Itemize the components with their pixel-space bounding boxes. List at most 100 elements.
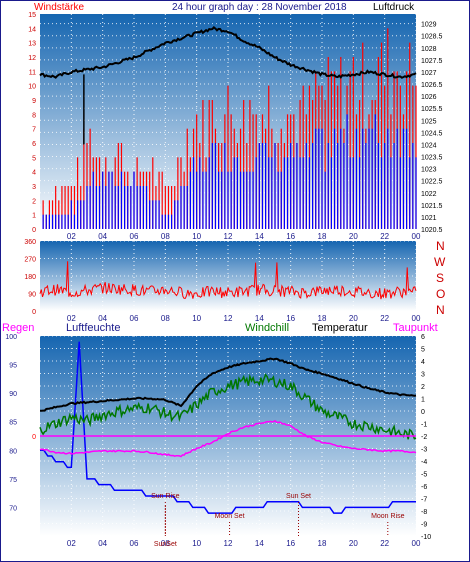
y-tick-label-pressure: 1028: [421, 46, 437, 53]
x-tick-label: 02: [67, 232, 76, 241]
direction-letter-n-bottom: N: [436, 303, 445, 317]
x-tick-label: 12: [224, 232, 233, 241]
y-tick-label-wind: 0: [32, 227, 36, 234]
annotation-label: Sun Set: [286, 493, 311, 500]
windstaerke-label: Windstärke: [34, 2, 84, 13]
y-tick-label-pressure: 1022.5: [421, 179, 443, 186]
y-tick-label-temperature: -1: [421, 422, 427, 429]
y-tick-label-pressure: 1026: [421, 94, 437, 101]
x-tick-label: 00: [412, 232, 421, 241]
y-tick-label-pressure: 1021: [421, 215, 437, 222]
direction-line: [39, 261, 417, 300]
x-tick-label: 06: [130, 232, 139, 241]
y-tick-label-humidity: 80: [9, 448, 17, 455]
y-tick-label-wind: 2: [32, 198, 36, 205]
x-tick-label: 18: [318, 314, 327, 323]
direction-letter-s: S: [436, 271, 444, 285]
y-tick-label-temperature: -2: [421, 434, 427, 441]
y-tick-label-pressure: 1024.5: [421, 130, 443, 137]
x-tick-label: 18: [318, 539, 327, 548]
series-windchill: [39, 373, 417, 440]
legend-regen: Regen: [2, 322, 34, 334]
x-tick-label: 10: [192, 232, 201, 241]
y-tick-label-wind: 5: [32, 155, 36, 162]
y-tick-label-wind: 10: [28, 84, 36, 91]
x-tick-label: 20: [349, 314, 358, 323]
x-tick-label: 16: [286, 314, 295, 323]
y-tick-label-direction: 270: [24, 257, 36, 264]
x-tick-label: 04: [98, 539, 107, 548]
y-tick-label-temperature: -5: [421, 472, 427, 479]
x-tick-label: 12: [224, 314, 233, 323]
pressure-line: [39, 26, 417, 79]
y-tick-label-humidity: 90: [9, 391, 17, 398]
x-tick-label: 16: [286, 539, 295, 548]
y-tick-label-pressure: 1024: [421, 142, 437, 149]
annotation-label: Moon Set: [215, 513, 245, 520]
y-tick-label-temperature: 2: [421, 384, 425, 391]
annotation-label: Sun Rise: [151, 493, 180, 500]
x-tick-label: 16: [286, 232, 295, 241]
y-tick-label-temperature: 1: [421, 397, 425, 404]
x-tick-label: 08: [161, 232, 170, 241]
y-tick-label-wind: 6: [32, 141, 36, 148]
y-tick-label-pressure: 1022: [421, 191, 437, 198]
annotation-label: SunSet: [154, 541, 177, 548]
y-tick-label-pressure: 1025.5: [421, 106, 443, 113]
annotation-label: Moon Rise: [371, 513, 405, 520]
y-tick-label-temperature: -3: [421, 447, 427, 454]
x-tick-label: 20: [349, 539, 358, 548]
x-tick-label: 04: [98, 232, 107, 241]
luftdruck-label: Luftdruck: [373, 2, 415, 13]
y-tick-label-wind: 7: [32, 127, 36, 134]
y-tick-label-humidity: 95: [9, 363, 17, 370]
x-tick-label: 10: [192, 539, 201, 548]
y-tick-label-pressure: 1023: [421, 167, 437, 174]
chart-title: 24 hour graph day : 28 November 2018: [172, 2, 347, 13]
y-tick-label-humidity: 100: [5, 334, 17, 341]
direction-letter-n-top: N: [436, 239, 445, 253]
y-tick-label-wind: 1: [32, 213, 36, 220]
y-tick-label-pressure: 1023.5: [421, 155, 443, 162]
legend-windchill: Windchill: [245, 322, 289, 334]
y-tick-label-temperature: 4: [421, 359, 425, 366]
x-tick-label: 08: [161, 314, 170, 323]
legend-temperatur: Temperatur: [312, 322, 368, 334]
x-tick-label: 02: [67, 539, 76, 548]
direction-letter-o: O: [436, 287, 445, 301]
y-tick-label-pressure: 1026.5: [421, 82, 443, 89]
x-tick-label: 18: [318, 232, 327, 241]
y-tick-label-pressure: 1028.5: [421, 34, 443, 41]
y-tick-label-direction: 360: [24, 239, 36, 246]
y-tick-label-temperature: -6: [421, 484, 427, 491]
y-tick-label-humidity: 70: [9, 505, 17, 512]
x-tick-label: 14: [255, 539, 264, 548]
x-tick-label: 12: [224, 539, 233, 548]
y-tick-label-temperature: 0: [421, 409, 425, 416]
y-tick-label-direction: 180: [24, 274, 36, 281]
y-tick-label-temperature: 3: [421, 372, 425, 379]
y-tick-label-pressure: 1027: [421, 70, 437, 77]
x-tick-label: 10: [192, 314, 201, 323]
y-tick-label-wind: 3: [32, 184, 36, 191]
y-tick-label-direction: 0: [32, 309, 36, 316]
y-tick-label-wind: 9: [32, 98, 36, 105]
y-tick-label-pressure: 1021.5: [421, 203, 443, 210]
x-tick-label: 14: [255, 232, 264, 241]
x-tick-label: 02: [67, 314, 76, 323]
y-tick-label-wind: 12: [28, 55, 36, 62]
y-tick-label-wind: 14: [28, 26, 36, 33]
x-tick-label: 08: [161, 539, 170, 548]
x-tick-label: 06: [130, 314, 139, 323]
y-tick-label-direction: 90: [28, 292, 36, 299]
y-tick-label-wind: 13: [28, 41, 36, 48]
legend-taupunkt: Taupunkt: [393, 322, 438, 334]
x-tick-label: 14: [255, 314, 264, 323]
x-tick-label: 20: [349, 232, 358, 241]
y-tick-label-temperature: -4: [421, 459, 427, 466]
y-tick-label-temperature: -7: [421, 497, 427, 504]
y-tick-label-humidity: 75: [9, 477, 17, 484]
y-tick-label-rain: 0: [32, 434, 36, 441]
x-tick-label: 04: [98, 314, 107, 323]
x-tick-label: 00: [412, 314, 421, 323]
